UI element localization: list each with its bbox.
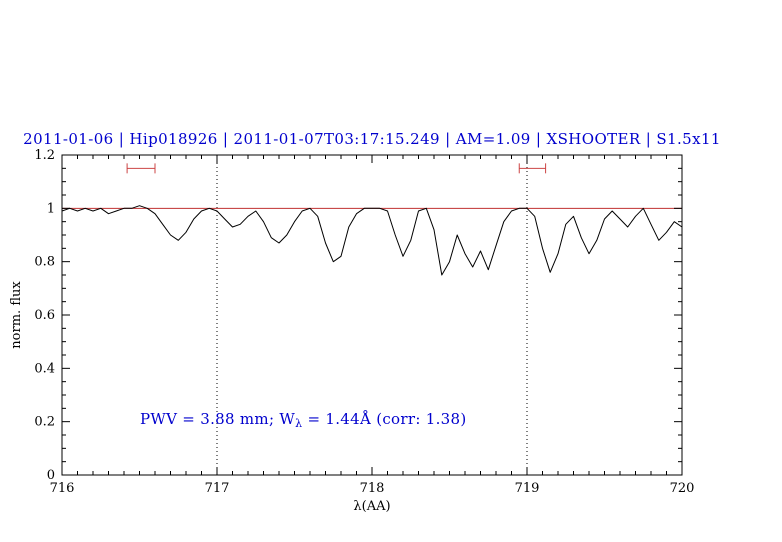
y-tick-label: 1	[47, 201, 55, 216]
spectrum-line	[61, 205, 683, 276]
x-tick-label: 717	[205, 481, 230, 496]
x-tick-label: 716	[50, 481, 75, 496]
annotation-suffix: = 1.44Å (corr: 1.38)	[302, 410, 466, 428]
band-markers-layer	[126, 163, 547, 174]
x-tick-label: 719	[515, 481, 540, 496]
spectrum-series-layer	[61, 205, 683, 276]
y-tick-label: 0.8	[34, 255, 55, 270]
annotation-subscript: λ	[295, 417, 302, 430]
y-tick-label: 0.2	[34, 415, 55, 430]
y-tick-label: 0.6	[34, 308, 55, 323]
plot-title: 2011-01-06 | Hip018926 | 2011-01-07T03:1…	[23, 130, 721, 148]
pwv-annotation: PWV = 3.88 mm; Wλ = 1.44Å (corr: 1.38)	[140, 410, 467, 430]
x-axis-label: λ(AA)	[353, 499, 390, 514]
x-tick-label: 720	[670, 481, 695, 496]
y-tick-label: 0.4	[34, 361, 55, 376]
y-tick-label: 1.2	[34, 148, 55, 163]
y-tick-label: 0	[47, 468, 55, 483]
x-tick-label: 718	[360, 481, 385, 496]
y-axis-label: norm. flux	[9, 281, 24, 349]
plot-frame	[61, 154, 683, 476]
axis-ticks-layer: 716 717 718 719 720 0 0.2 0.4 0.6 0.8 1 1.2	[34, 148, 694, 496]
